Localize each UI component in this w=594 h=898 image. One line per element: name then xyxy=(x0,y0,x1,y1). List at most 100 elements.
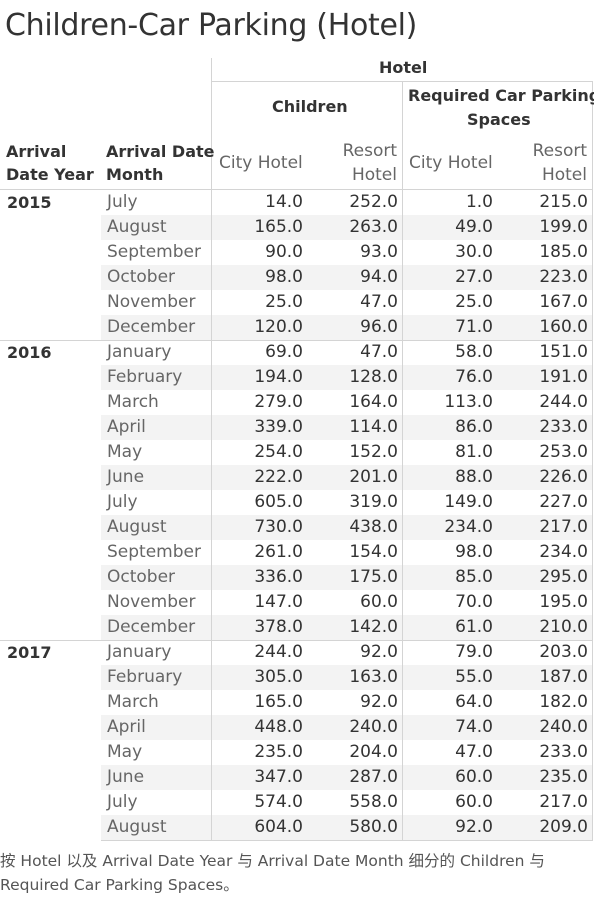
header-year-line1: Arrival xyxy=(6,142,67,161)
table-cell: 233.0 xyxy=(539,742,588,762)
table-cell: 604.0 xyxy=(254,817,303,837)
header-parking-line2: Spaces xyxy=(467,110,531,129)
caption: 按 Hotel 以及 Arrival Date Year 与 Arrival D… xyxy=(0,852,545,894)
table-cell: 142.0 xyxy=(349,617,398,637)
table-cell: 295.0 xyxy=(539,567,588,587)
table-cell: 378.0 xyxy=(254,617,303,637)
table-cell: 164.0 xyxy=(349,392,398,412)
divider-header-left xyxy=(211,58,212,189)
divider-body-right xyxy=(592,190,593,840)
month-label: August xyxy=(107,517,167,537)
table-cell: 149.0 xyxy=(444,492,493,512)
table-cell: 60.0 xyxy=(455,767,493,787)
header-month-line1: Arrival Date xyxy=(106,142,215,161)
table-cell: 240.0 xyxy=(539,717,588,737)
chart-title: Children-Car Parking (Hotel) xyxy=(5,8,418,43)
header-children-city: City Hotel xyxy=(219,153,303,173)
month-label: October xyxy=(107,267,176,287)
month-label: May xyxy=(107,742,143,762)
month-label: January xyxy=(107,642,172,662)
row-band xyxy=(101,515,592,540)
table-cell: 92.0 xyxy=(360,692,398,712)
table-cell: 47.0 xyxy=(360,292,398,312)
table-cell: 49.0 xyxy=(455,217,493,237)
table-cell: 203.0 xyxy=(539,642,588,662)
header-children: Children xyxy=(272,97,348,116)
table-cell: 88.0 xyxy=(455,467,493,487)
table-cell: 730.0 xyxy=(254,517,303,537)
divider-body-left xyxy=(211,190,212,840)
table-cell: 240.0 xyxy=(349,717,398,737)
month-label: January xyxy=(107,342,172,362)
header-parking-city: City Hotel xyxy=(409,153,493,173)
table-cell: 195.0 xyxy=(539,592,588,612)
month-label: December xyxy=(107,317,196,337)
table-cell: 226.0 xyxy=(539,467,588,487)
month-label: October xyxy=(107,567,176,587)
table-cell: 336.0 xyxy=(254,567,303,587)
table-cell: 98.0 xyxy=(455,542,493,562)
table-cell: 1.0 xyxy=(465,192,493,212)
month-label: February xyxy=(107,367,183,387)
table-cell: 215.0 xyxy=(539,192,588,212)
table-cell: 27.0 xyxy=(455,267,493,287)
month-label: August xyxy=(107,817,167,837)
table-cell: 235.0 xyxy=(539,767,588,787)
year-label: 2016 xyxy=(7,343,52,362)
header-hotel: Hotel xyxy=(379,58,428,77)
table-cell: 60.0 xyxy=(455,792,493,812)
table-cell: 235.0 xyxy=(254,742,303,762)
divider-year xyxy=(0,640,593,641)
table-cell: 605.0 xyxy=(254,492,303,512)
table-cell: 279.0 xyxy=(254,392,303,412)
row-band xyxy=(101,465,592,490)
divider-table-bottom xyxy=(101,840,593,841)
month-label: November xyxy=(107,292,196,312)
table-cell: 261.0 xyxy=(254,542,303,562)
row-band xyxy=(101,565,592,590)
row-band xyxy=(101,415,592,440)
table-cell: 147.0 xyxy=(254,592,303,612)
table-cell: 244.0 xyxy=(539,392,588,412)
table-cell: 194.0 xyxy=(254,367,303,387)
table-cell: 128.0 xyxy=(349,367,398,387)
table-cell: 165.0 xyxy=(254,217,303,237)
table-cell: 90.0 xyxy=(265,242,303,262)
year-label: 2017 xyxy=(7,643,52,662)
table-cell: 182.0 xyxy=(539,692,588,712)
header-parking-resort-line2: Hotel xyxy=(541,165,587,185)
table-cell: 71.0 xyxy=(455,317,493,337)
table-cell: 120.0 xyxy=(254,317,303,337)
table-cell: 64.0 xyxy=(455,692,493,712)
table-cell: 94.0 xyxy=(360,267,398,287)
table-cell: 92.0 xyxy=(455,817,493,837)
table-cell: 175.0 xyxy=(349,567,398,587)
month-label: June xyxy=(107,767,145,787)
table-cell: 70.0 xyxy=(455,592,493,612)
table-cell: 574.0 xyxy=(254,792,303,812)
divider-header-mid xyxy=(402,82,403,189)
month-label: July xyxy=(107,192,138,212)
table-cell: 47.0 xyxy=(360,342,398,362)
table-cell: 187.0 xyxy=(539,667,588,687)
row-band xyxy=(101,215,592,240)
table-cell: 60.0 xyxy=(360,592,398,612)
table-cell: 204.0 xyxy=(349,742,398,762)
table-cell: 438.0 xyxy=(349,517,398,537)
table-cell: 69.0 xyxy=(265,342,303,362)
row-band xyxy=(101,265,592,290)
table-cell: 25.0 xyxy=(455,292,493,312)
table-cell: 79.0 xyxy=(455,642,493,662)
table-cell: 201.0 xyxy=(349,467,398,487)
table-cell: 185.0 xyxy=(539,242,588,262)
table-cell: 287.0 xyxy=(349,767,398,787)
row-band xyxy=(101,715,592,740)
table-cell: 319.0 xyxy=(349,492,398,512)
divider-year xyxy=(0,340,593,341)
table-cell: 25.0 xyxy=(265,292,303,312)
month-label: February xyxy=(107,667,183,687)
table-cell: 163.0 xyxy=(349,667,398,687)
row-band xyxy=(101,615,592,640)
row-band xyxy=(101,765,592,790)
month-label: September xyxy=(107,542,201,562)
